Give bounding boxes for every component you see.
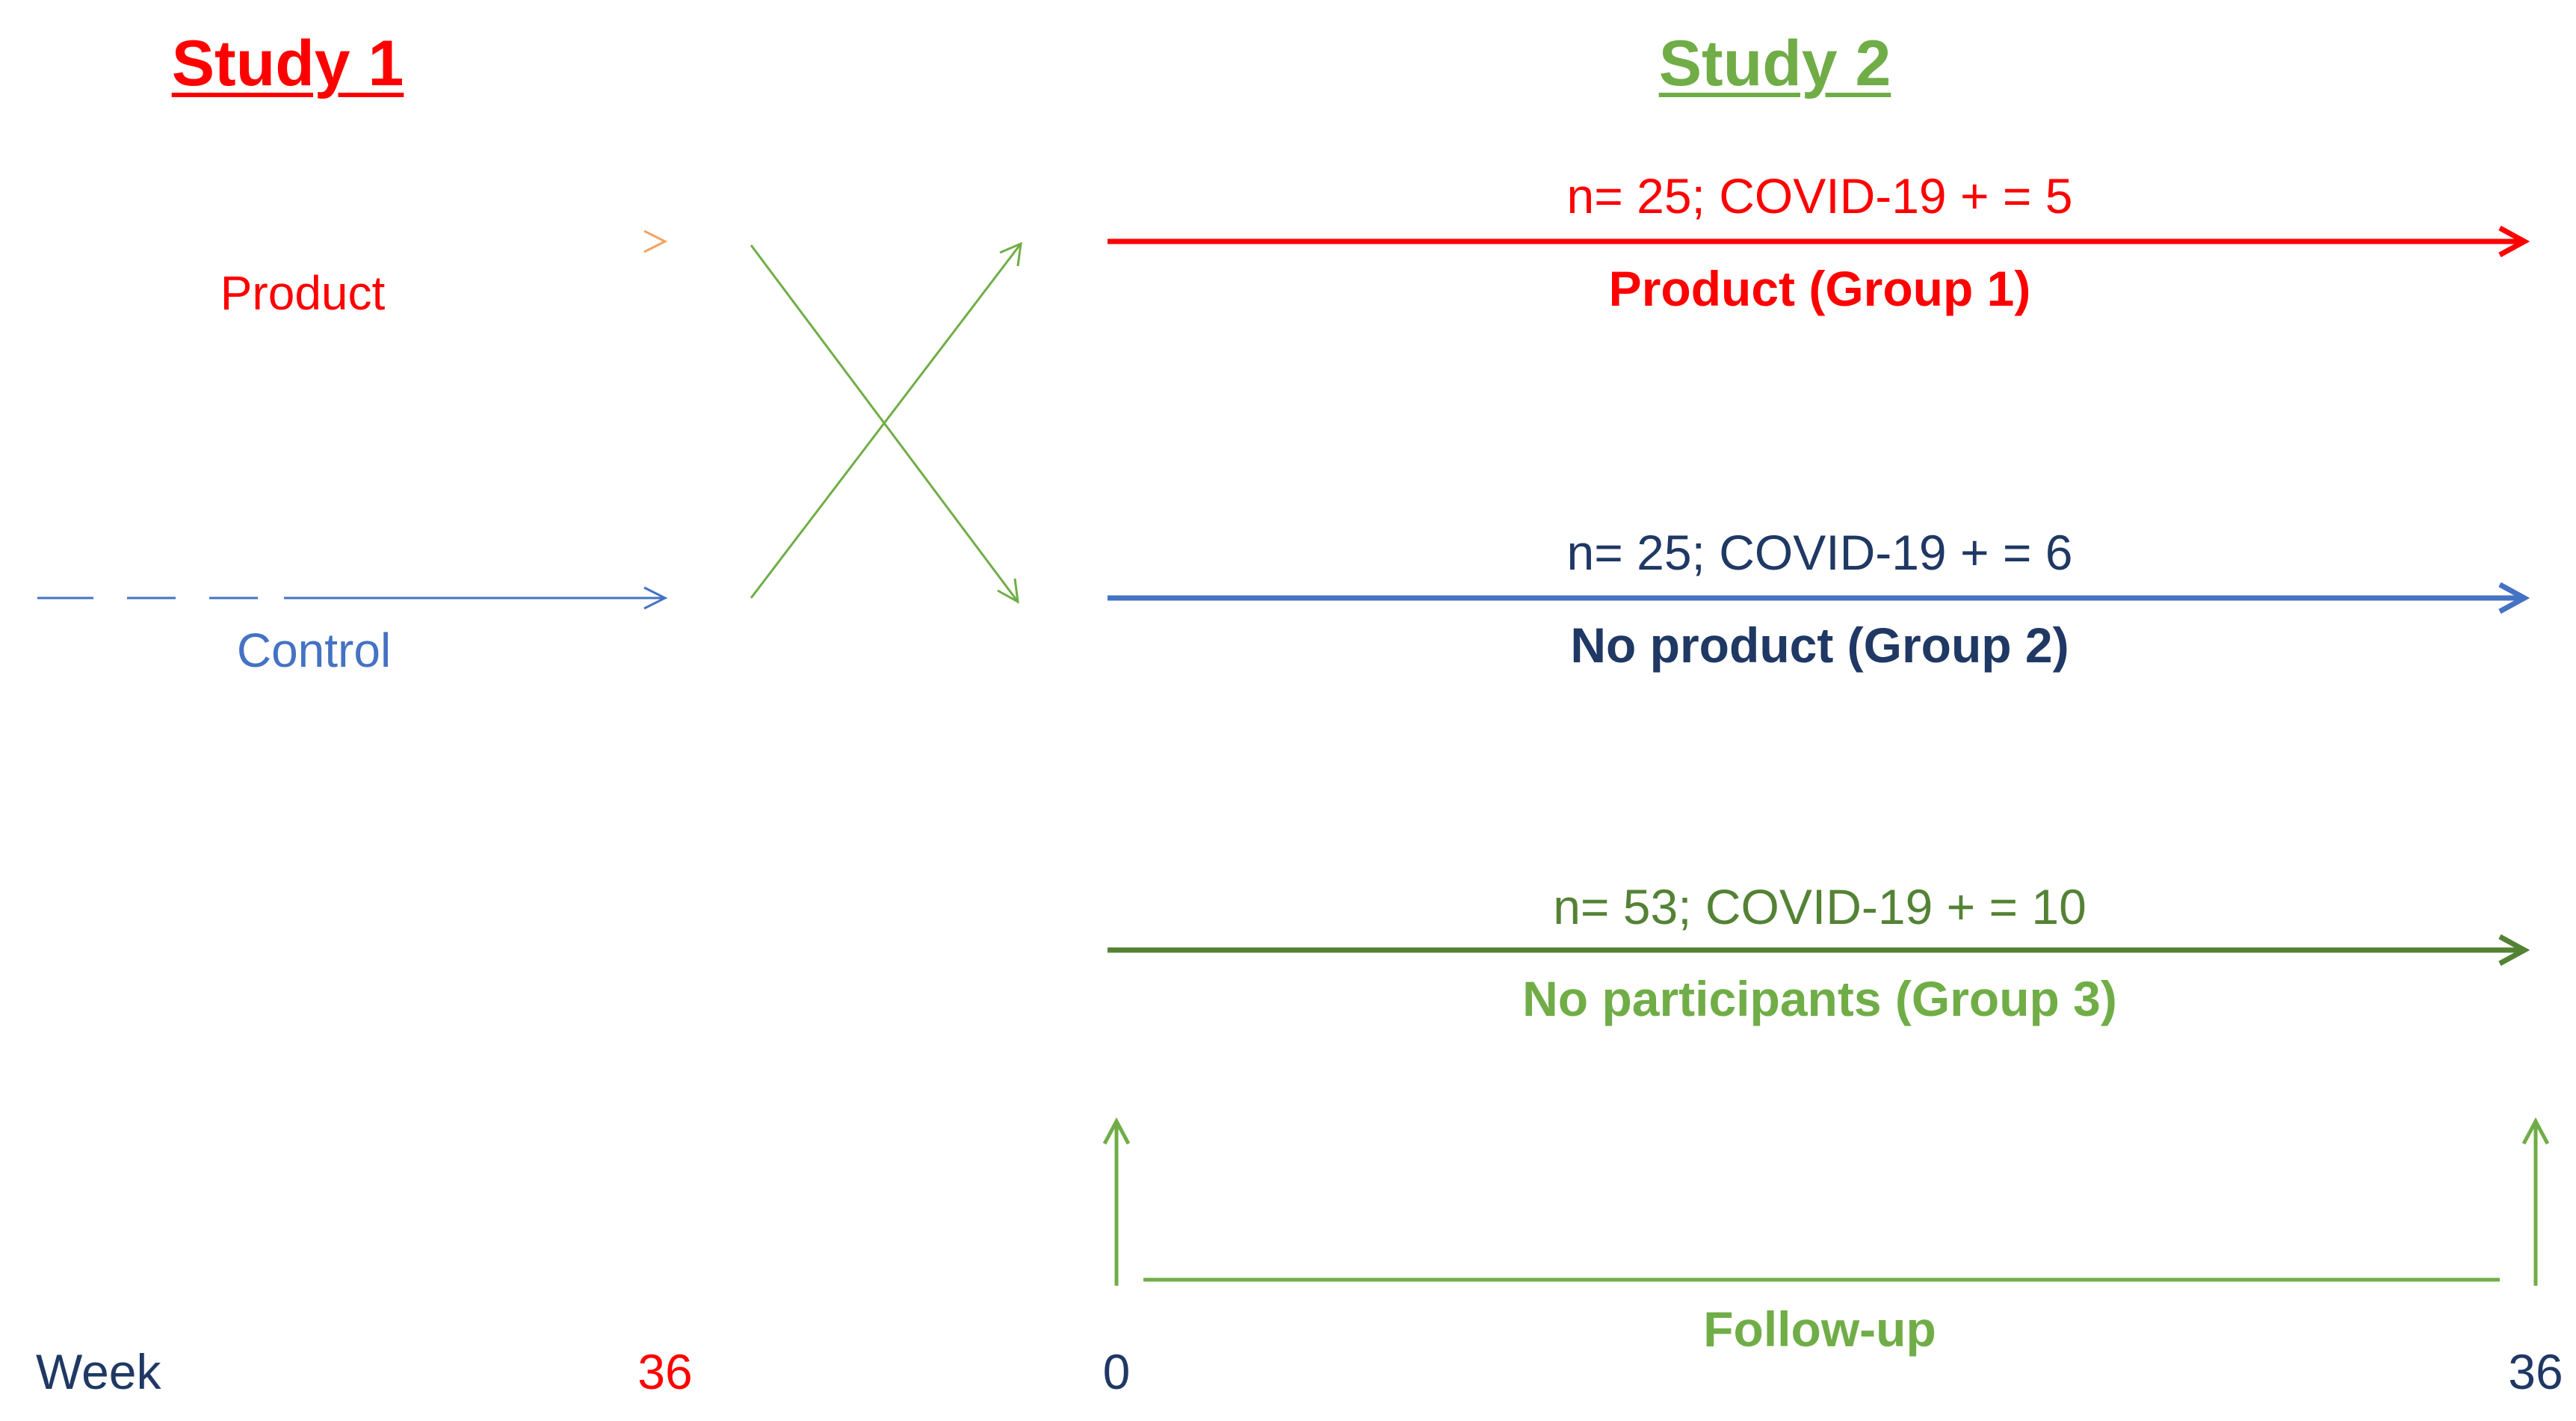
study1-product-arrow (37, 229, 668, 253)
followup-label: Follow-up (1703, 1301, 1936, 1357)
group3-count: n= 53; COVID-19 + = 10 (1553, 879, 2087, 934)
group1-count: n= 25; COVID-19 + = 5 (1566, 168, 2073, 224)
study1-control-arrow (37, 586, 668, 610)
group2-label: No product (Group 2) (1570, 617, 2069, 673)
group2-count: n= 25; COVID-19 + = 6 (1566, 525, 2073, 580)
followup-start-arrow (1102, 1117, 1131, 1286)
axis-study1-end: 36 (637, 1344, 693, 1399)
study2-title: Study 2 (1658, 28, 1891, 99)
crossover-arrows (750, 241, 1022, 604)
group3-label: No participants (Group 3) (1522, 971, 2117, 1026)
group1-label: Product (Group 1) (1608, 261, 2031, 316)
study1-title: Study 1 (171, 28, 404, 99)
study1-product-label: Product (220, 266, 386, 320)
axis-study2-end: 36 (2508, 1344, 2563, 1399)
group2-arrow (1108, 582, 2530, 614)
axis-study2-start: 0 (1102, 1344, 1131, 1399)
axis-week-label: Week (36, 1344, 161, 1399)
study1-control-label: Control (236, 623, 392, 677)
followup-end-arrow (2521, 1117, 2550, 1286)
group1-arrow (1108, 225, 2530, 258)
group3-arrow (1108, 934, 2530, 967)
